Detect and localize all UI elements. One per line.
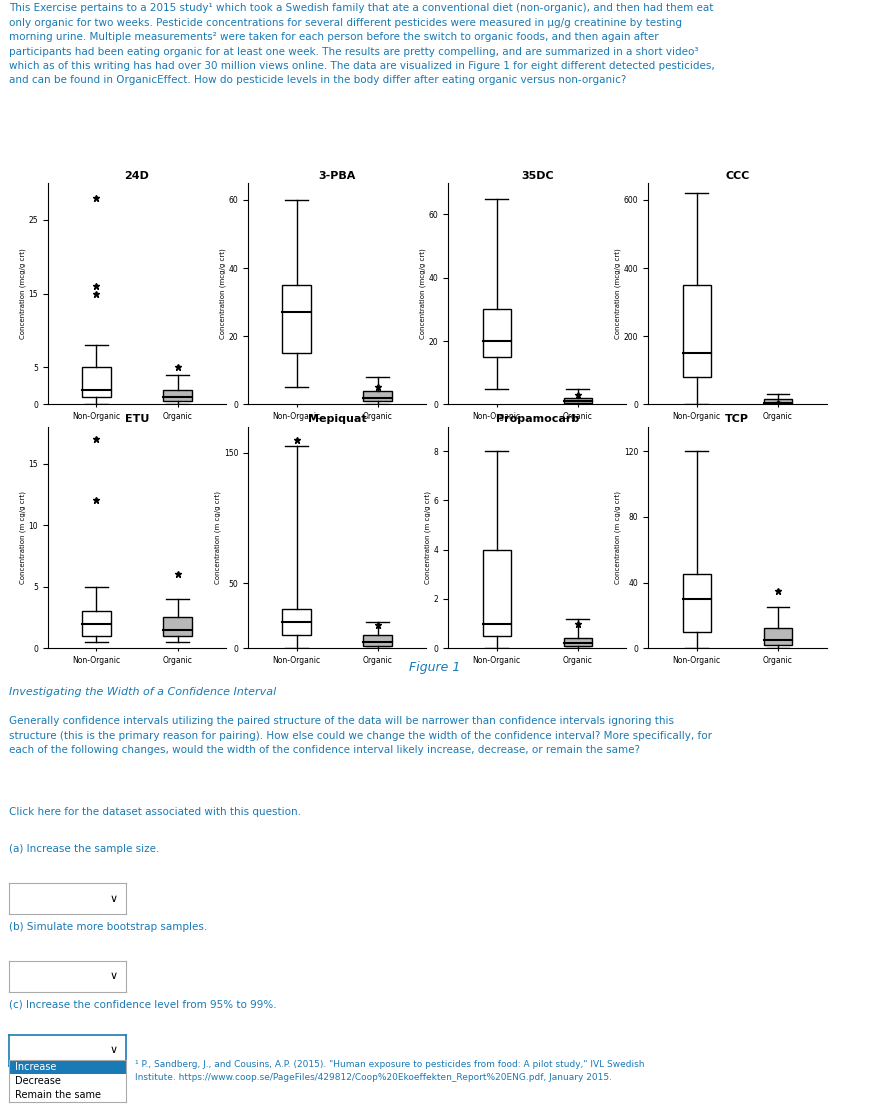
Bar — [83, 612, 110, 636]
Bar — [282, 609, 310, 635]
Text: (a) Increase the sample size.: (a) Increase the sample size. — [9, 844, 159, 854]
Y-axis label: Concentration (m cg/g crt): Concentration (m cg/g crt) — [19, 491, 26, 584]
Text: Generally confidence intervals utilizing the paired structure of the data will b: Generally confidence intervals utilizing… — [9, 717, 711, 756]
Y-axis label: Concentration (mcg/g crt): Concentration (mcg/g crt) — [19, 248, 26, 339]
Bar — [163, 617, 191, 636]
Y-axis label: Concentration (mcg/g crt): Concentration (mcg/g crt) — [419, 248, 425, 339]
Text: Click here for the dataset associated with this question.: Click here for the dataset associated wi… — [9, 807, 301, 817]
Bar — [363, 391, 391, 401]
Bar — [9, 1060, 126, 1075]
Title: 3-PBA: 3-PBA — [318, 171, 355, 181]
Text: (b) Simulate more bootstrap samples.: (b) Simulate more bootstrap samples. — [9, 922, 207, 932]
Bar — [763, 399, 791, 404]
Text: ∨: ∨ — [109, 971, 118, 982]
Y-axis label: Concentration (m cg/g crt): Concentration (m cg/g crt) — [424, 491, 430, 584]
Bar — [363, 635, 391, 646]
Title: Mepiquat: Mepiquat — [308, 414, 366, 424]
Text: (c) Increase the confidence level from 95% to 99%.: (c) Increase the confidence level from 9… — [9, 999, 276, 1009]
Bar — [682, 574, 710, 632]
Title: 24D: 24D — [124, 171, 149, 181]
Title: CCC: CCC — [724, 171, 749, 181]
Text: This Exercise pertains to a 2015 study¹ which took a Swedish family that ate a c: This Exercise pertains to a 2015 study¹ … — [9, 3, 713, 85]
Bar — [482, 309, 510, 357]
Text: Increase: Increase — [15, 1063, 56, 1073]
Bar — [563, 638, 591, 646]
Bar — [682, 285, 710, 377]
Title: 35DC: 35DC — [521, 171, 553, 181]
Title: Propamocarb: Propamocarb — [495, 414, 578, 424]
Text: ∨: ∨ — [109, 893, 118, 904]
Y-axis label: Concentration (m cg/g crt): Concentration (m cg/g crt) — [614, 491, 620, 584]
Text: Figure 1: Figure 1 — [408, 661, 461, 674]
Text: Decrease: Decrease — [15, 1076, 60, 1087]
Bar — [482, 550, 510, 636]
Y-axis label: Concentration (mcg/g crt): Concentration (mcg/g crt) — [219, 248, 225, 339]
Title: ETU: ETU — [124, 414, 149, 424]
Title: TCP: TCP — [725, 414, 748, 424]
Bar — [163, 390, 191, 401]
Bar — [563, 398, 591, 403]
Bar — [83, 368, 110, 397]
Text: Investigating the Width of a Confidence Interval: Investigating the Width of a Confidence … — [9, 687, 275, 697]
Text: ¹ P., Sandberg, J., and Cousins, A.P. (2015). "Human exposure to pesticides from: ¹ P., Sandberg, J., and Cousins, A.P. (2… — [135, 1060, 644, 1081]
Y-axis label: Concentration (m cg/g crt): Concentration (m cg/g crt) — [214, 491, 221, 584]
Bar — [763, 628, 791, 645]
Bar — [282, 285, 310, 353]
Text: Remain the same: Remain the same — [15, 1090, 101, 1100]
Text: ∨: ∨ — [109, 1045, 118, 1056]
Y-axis label: Concentration (mcg/g crt): Concentration (mcg/g crt) — [614, 248, 620, 339]
